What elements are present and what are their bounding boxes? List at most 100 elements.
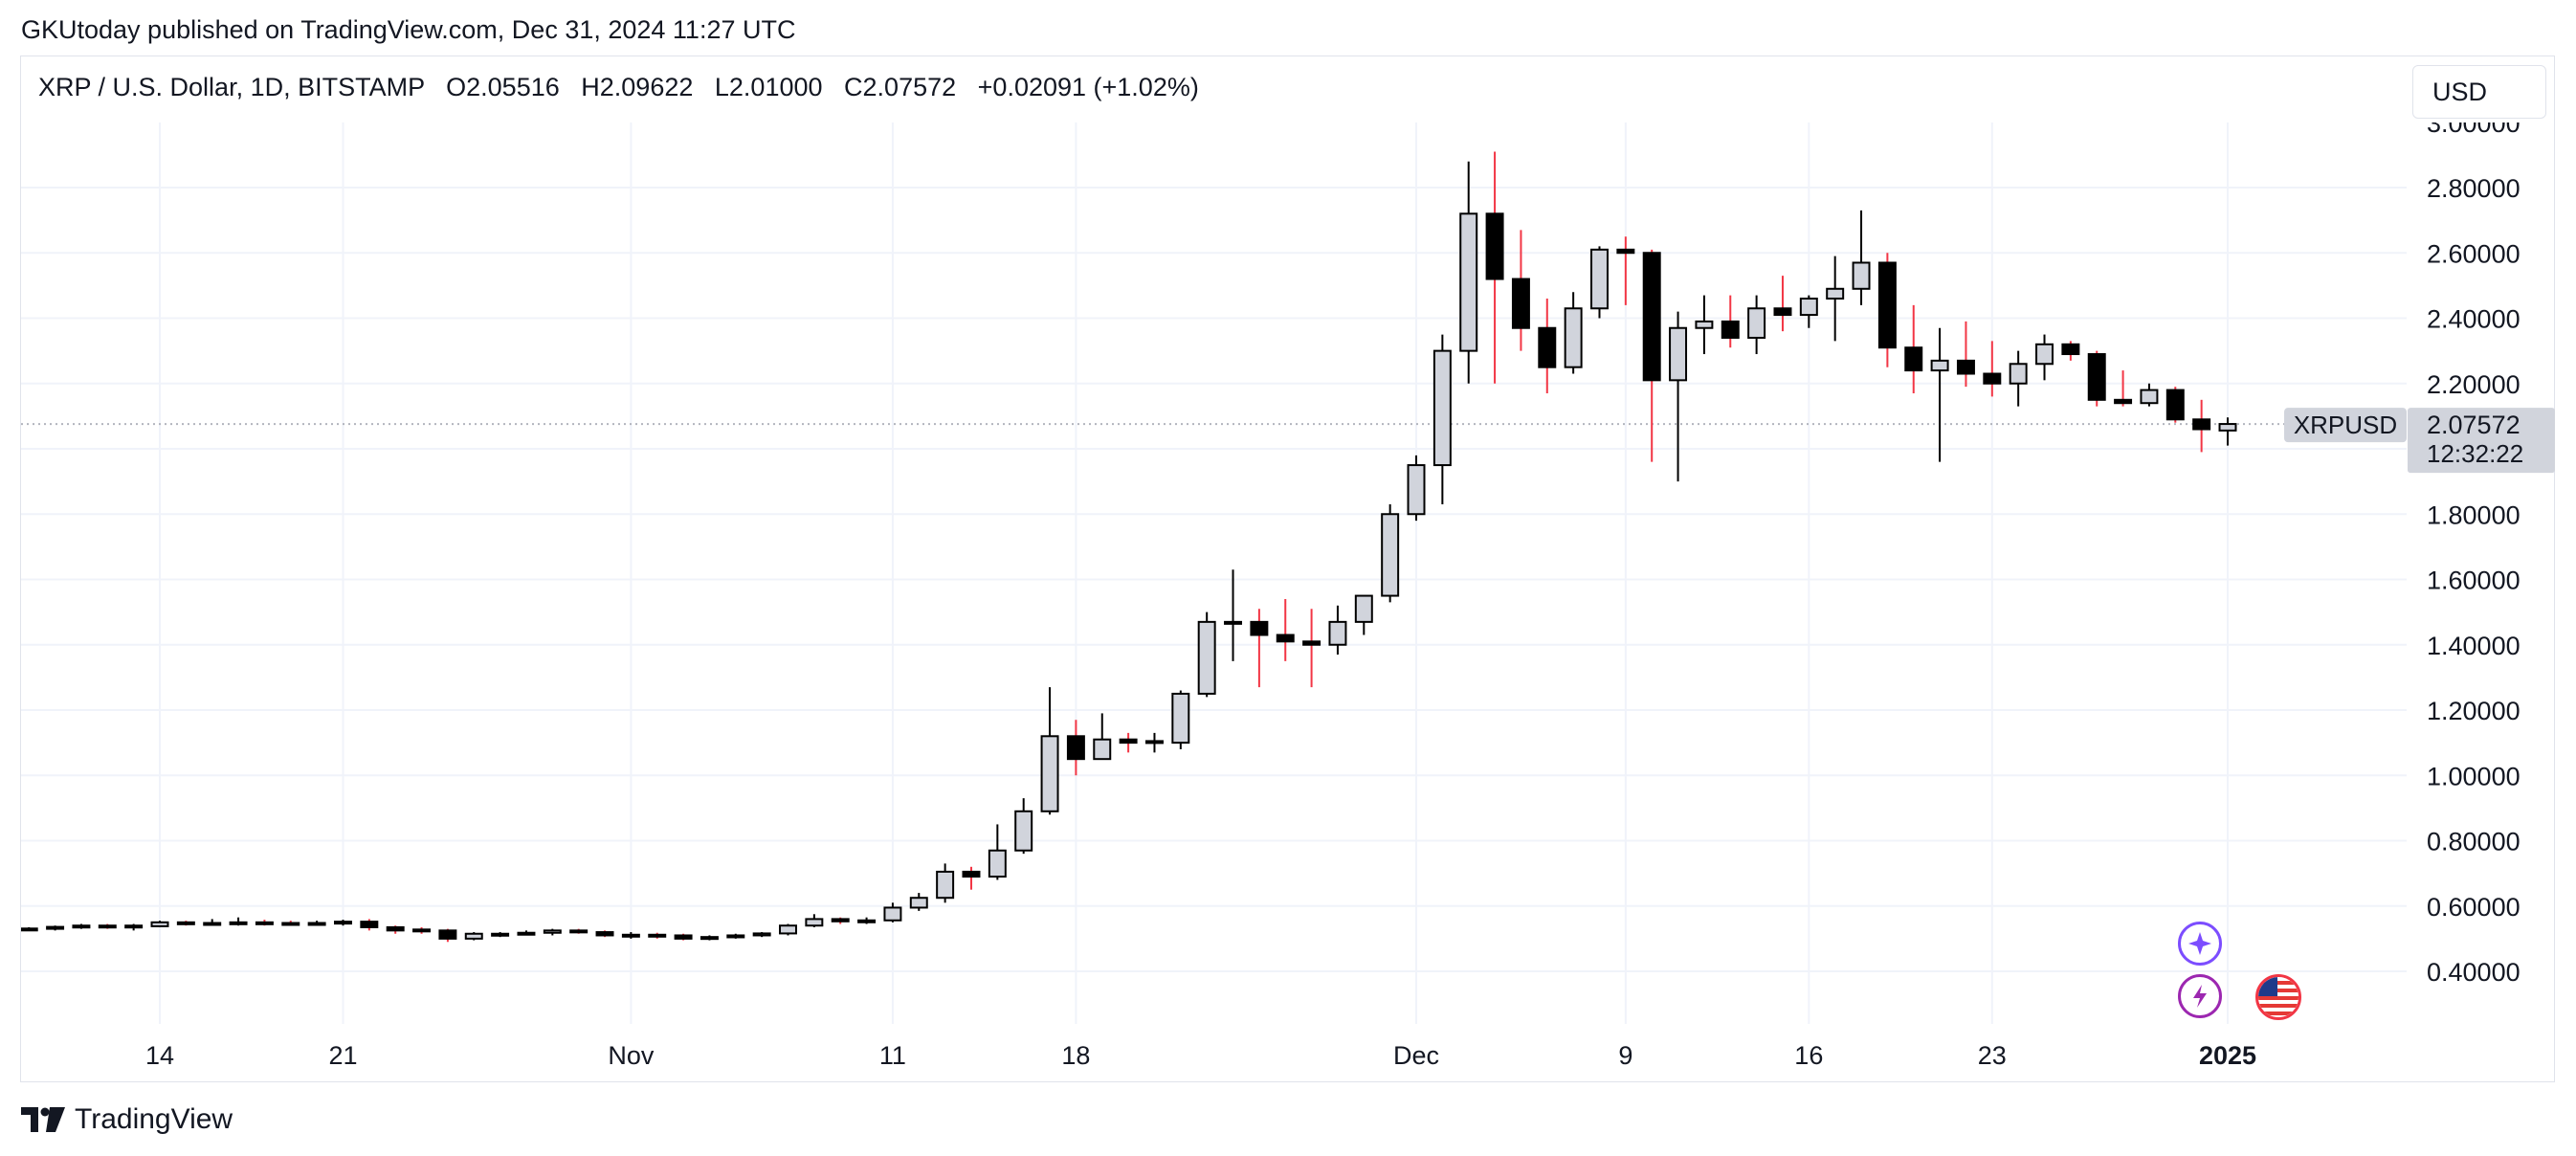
symbol-tag: XRPUSD: [2294, 411, 2397, 439]
candle-body: [1590, 248, 1609, 310]
candle-body: [857, 919, 877, 923]
candle-body: [1956, 359, 1975, 375]
candle-body: [176, 921, 195, 925]
footer-brand: TradingView: [75, 1103, 233, 1135]
legend-symbol: XRP / U.S. Dollar, 1D, BITSTAMP: [38, 73, 425, 101]
candle-body: [962, 870, 981, 878]
candle-body: [2165, 389, 2185, 421]
candle-body: [1250, 620, 1269, 636]
candle-body: [307, 922, 326, 926]
candle-body: [1093, 738, 1112, 761]
candle-body: [988, 849, 1007, 878]
candles: [21, 151, 2237, 943]
candle-body: [1224, 620, 1243, 625]
candle-body: [936, 870, 955, 900]
sparkle-icon[interactable]: [2178, 922, 2222, 966]
candle-body: [1302, 640, 1321, 646]
candle-body: [909, 897, 928, 909]
candle-body: [1799, 298, 1818, 317]
candle-body: [1144, 740, 1164, 745]
legend-close: C2.07572: [844, 73, 957, 101]
x-tick-label: 14: [145, 1041, 174, 1070]
candle-body: [1695, 320, 1714, 329]
candle-body: [2087, 353, 2106, 401]
lightning-icon[interactable]: [2178, 974, 2222, 1018]
grid-lines: [21, 122, 2407, 1024]
candle-body: [491, 932, 510, 937]
candle-body: [831, 918, 850, 923]
tradingview-logo-icon: [21, 1107, 65, 1132]
candle-body: [595, 931, 614, 937]
candle-body: [883, 906, 902, 922]
candle-body: [386, 925, 405, 932]
candle-body: [1538, 326, 1557, 368]
y-tick-label: 1.40000: [2427, 632, 2520, 660]
y-tick-label: 1.60000: [2427, 567, 2520, 595]
candle-body: [2140, 389, 2159, 405]
price-axis: 0.40000 0.60000 0.80000 1.00000 1.20000 1.400…: [2427, 109, 2520, 987]
y-tick-label: 3.00000: [2427, 109, 2520, 138]
candle-body: [1276, 634, 1295, 643]
candle-body: [2061, 343, 2080, 356]
candle-body: [72, 924, 91, 929]
candle-body: [726, 934, 745, 939]
y-tick-label: 2.40000: [2427, 305, 2520, 334]
candle-body: [1066, 735, 1085, 761]
candle-body: [648, 933, 667, 938]
x-tick-label: 11: [879, 1041, 906, 1070]
x-tick-label: 16: [1794, 1041, 1823, 1070]
legend-high: H2.09622: [581, 73, 694, 101]
candle-body: [779, 924, 797, 935]
publisher-line: GKUtoday published on TradingView.com, D…: [21, 15, 796, 44]
candle-body: [1773, 307, 1792, 317]
candle-body: [1459, 212, 1478, 352]
x-tick-label: Nov: [608, 1041, 655, 1070]
ohlc-legend: XRP / U.S. Dollar, 1D, BITSTAMP O2.05516…: [38, 73, 1199, 102]
candle-body: [805, 918, 824, 927]
currency-button[interactable]: USD: [2412, 65, 2546, 119]
candle-body: [412, 928, 432, 933]
price-tag-bg: [2408, 408, 2555, 474]
candle-body: [1119, 738, 1138, 745]
candle-body: [543, 929, 562, 934]
candle-body: [124, 924, 144, 929]
candle-body: [255, 921, 274, 925]
candle-body: [621, 933, 640, 938]
candle-body: [752, 932, 771, 937]
legend-low: L2.01000: [714, 73, 823, 101]
tradingview-logo[interactable]: TradingView: [21, 1103, 233, 1136]
candle-body: [203, 922, 222, 926]
candle-body: [464, 932, 483, 940]
x-tick-label: 23: [1978, 1041, 2007, 1070]
candle-body: [1877, 261, 1897, 349]
candle-body: [1642, 252, 1661, 382]
candle-body: [2035, 343, 2054, 366]
candle-body: [2218, 423, 2237, 432]
candle-body: [1721, 320, 1740, 339]
candle-body: [334, 921, 352, 925]
candle-body: [2114, 398, 2133, 405]
candle-body: [674, 934, 693, 940]
y-tick-label: 2.60000: [2427, 239, 2520, 268]
us-flag-icon[interactable]: [2255, 974, 2301, 1020]
x-tick-label: 9: [1618, 1041, 1632, 1070]
candle-body: [46, 925, 65, 930]
candle-body: [1511, 278, 1530, 329]
candle-body: [98, 924, 117, 929]
symbol-tag-bg: [2284, 408, 2407, 443]
candle-body: [700, 936, 719, 941]
y-tick-label: 1.80000: [2427, 500, 2520, 529]
candle-body: [1354, 594, 1373, 623]
candle-body: [1564, 307, 1583, 368]
candle-body: [1616, 248, 1635, 255]
y-tick-label: 0.60000: [2427, 893, 2520, 922]
candle-body: [517, 931, 536, 936]
y-tick-label: 1.00000: [2427, 762, 2520, 790]
candle-body: [2009, 363, 2028, 385]
candle-body: [1040, 735, 1059, 812]
candle-body: [1747, 307, 1766, 339]
y-tick-label: 0.40000: [2427, 958, 2520, 987]
chart-frame: [20, 56, 2555, 1082]
candle-body: [1983, 372, 2002, 385]
